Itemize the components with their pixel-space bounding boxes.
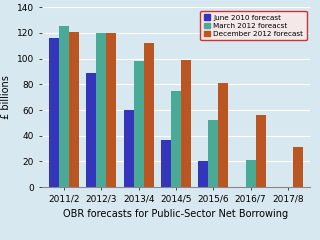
Bar xyxy=(59,26,69,187)
Y-axis label: £ billions: £ billions xyxy=(1,75,11,119)
Bar xyxy=(171,91,181,187)
Bar xyxy=(106,33,116,187)
Bar xyxy=(208,120,218,187)
Legend: June 2010 forecast, March 2012 foreacst, December 2012 forecast: June 2010 forecast, March 2012 foreacst,… xyxy=(200,11,307,41)
Bar xyxy=(293,147,303,187)
Bar xyxy=(86,73,96,187)
Bar xyxy=(96,33,106,187)
Bar xyxy=(198,162,208,187)
Bar xyxy=(69,32,79,187)
Bar xyxy=(256,115,266,187)
Bar xyxy=(161,140,171,187)
Bar xyxy=(124,110,134,187)
Bar xyxy=(134,61,144,187)
Bar xyxy=(49,38,59,187)
X-axis label: OBR forecasts for Public-Sector Net Borrowing: OBR forecasts for Public-Sector Net Borr… xyxy=(63,209,289,219)
Bar xyxy=(181,60,191,187)
Bar xyxy=(144,43,154,187)
Bar xyxy=(218,83,228,187)
Bar xyxy=(246,160,256,187)
